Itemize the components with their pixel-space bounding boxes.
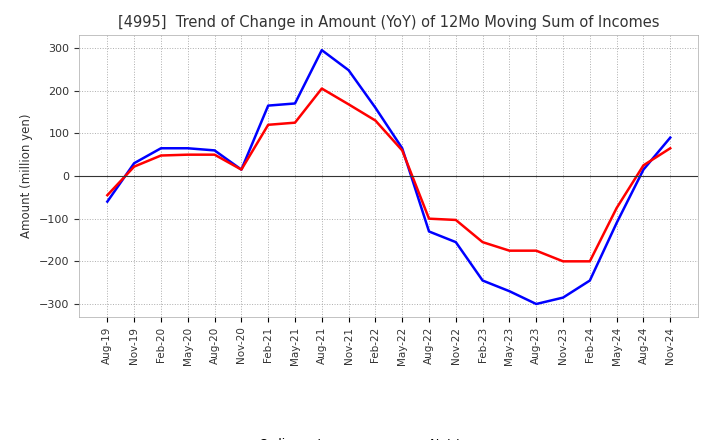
Net Income — [425, 216, 433, 221]
Ordinary Income — [130, 161, 138, 166]
Net Income — [585, 259, 594, 264]
Ordinary Income — [559, 295, 567, 300]
Net Income — [210, 152, 219, 158]
Net Income — [398, 148, 407, 153]
Ordinary Income — [237, 167, 246, 172]
Net Income — [344, 102, 353, 107]
Y-axis label: Amount (million yen): Amount (million yen) — [20, 114, 33, 238]
Ordinary Income — [532, 301, 541, 307]
Net Income — [291, 120, 300, 125]
Net Income — [103, 193, 112, 198]
Ordinary Income — [318, 48, 326, 53]
Legend: Ordinary Income, Net Income: Ordinary Income, Net Income — [213, 433, 507, 440]
Ordinary Income — [210, 148, 219, 153]
Line: Net Income: Net Income — [107, 88, 670, 261]
Ordinary Income — [398, 146, 407, 151]
Net Income — [666, 146, 675, 151]
Ordinary Income — [639, 167, 648, 172]
Net Income — [612, 205, 621, 211]
Ordinary Income — [371, 105, 379, 110]
Net Income — [451, 217, 460, 223]
Ordinary Income — [478, 278, 487, 283]
Net Income — [237, 167, 246, 172]
Ordinary Income — [505, 289, 514, 294]
Net Income — [559, 259, 567, 264]
Ordinary Income — [184, 146, 192, 151]
Ordinary Income — [264, 103, 272, 108]
Ordinary Income — [157, 146, 166, 151]
Net Income — [505, 248, 514, 253]
Line: Ordinary Income: Ordinary Income — [107, 50, 670, 304]
Ordinary Income — [585, 278, 594, 283]
Ordinary Income — [291, 101, 300, 106]
Net Income — [157, 153, 166, 158]
Net Income — [639, 163, 648, 168]
Ordinary Income — [451, 239, 460, 245]
Net Income — [478, 239, 487, 245]
Net Income — [264, 122, 272, 128]
Ordinary Income — [103, 199, 112, 204]
Ordinary Income — [344, 68, 353, 73]
Ordinary Income — [612, 220, 621, 226]
Net Income — [532, 248, 541, 253]
Net Income — [371, 118, 379, 123]
Ordinary Income — [666, 135, 675, 140]
Net Income — [184, 152, 192, 158]
Title: [4995]  Trend of Change in Amount (YoY) of 12Mo Moving Sum of Incomes: [4995] Trend of Change in Amount (YoY) o… — [118, 15, 660, 30]
Net Income — [318, 86, 326, 91]
Net Income — [130, 164, 138, 169]
Ordinary Income — [425, 229, 433, 234]
